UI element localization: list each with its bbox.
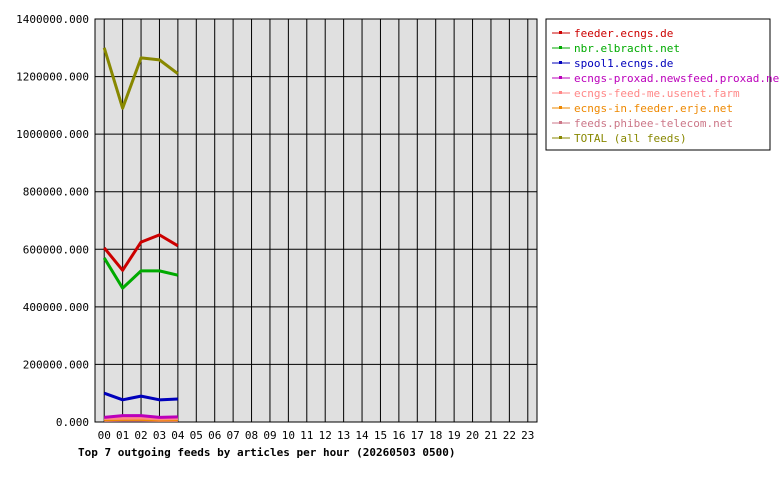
x-tick-label: 06: [208, 429, 221, 442]
legend-label: feeds.phibee-telecom.net: [574, 117, 733, 130]
y-tick-label: 0.000: [56, 416, 89, 429]
x-tick-label: 20: [466, 429, 479, 442]
x-tick-label: 14: [355, 429, 369, 442]
x-tick-label: 18: [429, 429, 442, 442]
x-tick-label: 02: [134, 429, 147, 442]
legend-label: feeder.ecngs.de: [574, 27, 673, 40]
y-tick-label: 1000000.000: [16, 128, 89, 141]
chart-title: Top 7 outgoing feeds by articles per hou…: [78, 446, 456, 459]
x-tick-label: 01: [116, 429, 129, 442]
x-tick-label: 03: [153, 429, 166, 442]
legend-label: ecngs-in.feeder.erje.net: [574, 102, 733, 115]
legend-label: ecngs-proxad.newsfeed.proxad.net: [574, 72, 780, 85]
x-tick-label: 10: [282, 429, 295, 442]
x-tick-label: 15: [374, 429, 387, 442]
y-tick-label: 800000.000: [23, 186, 89, 199]
y-tick-label: 600000.000: [23, 243, 89, 256]
series-line: [104, 416, 178, 421]
y-tick-label: 400000.000: [23, 301, 89, 314]
x-tick-label: 11: [300, 429, 313, 442]
x-tick-label: 23: [521, 429, 534, 442]
legend-marker: [559, 91, 562, 94]
y-axis-ticks: 0.000 200000.000 400000.000 600000.000 80000…: [16, 13, 89, 429]
series-line: [102, 257, 179, 290]
legend-marker: [559, 61, 562, 64]
legend-label: TOTAL (all feeds): [574, 132, 687, 145]
y-tick-label: 200000.000: [23, 358, 89, 371]
legend: feeder.ecngs.de nbr.elbracht.net spool1.ec…: [545, 18, 780, 151]
x-tick-label: 07: [227, 429, 240, 442]
plot-area: [94, 18, 538, 423]
series-line: [104, 414, 178, 419]
x-tick-label: 17: [411, 429, 424, 442]
legend-box: [545, 18, 771, 151]
legend-label: spool1.ecngs.de: [574, 57, 673, 70]
legend-label: nbr.elbracht.net: [574, 42, 680, 55]
x-tick-label: 13: [337, 429, 350, 442]
legend-label: ecngs-feed-me.usenet.farm: [574, 87, 740, 100]
x-tick-label: 19: [448, 429, 461, 442]
y-tick-label: 1400000.000: [16, 13, 89, 26]
legend-marker: [559, 76, 562, 79]
legend-marker: [559, 46, 562, 49]
legend-marker: [559, 136, 562, 139]
legend-marker: [559, 106, 562, 109]
legend-marker: [559, 31, 562, 34]
legend-marker: [559, 121, 562, 124]
x-tick-label: 16: [392, 429, 405, 442]
series-lines: [102, 47, 179, 423]
series-line: [103, 233, 179, 272]
y-tick-label: 1200000.000: [16, 71, 89, 84]
series-line: [102, 47, 179, 110]
series-line: [103, 391, 178, 402]
x-tick-label: 22: [503, 429, 516, 442]
x-tick-label: 04: [171, 429, 185, 442]
x-tick-label: 21: [484, 429, 497, 442]
x-tick-label: 00: [98, 429, 111, 442]
x-tick-label: 09: [263, 429, 276, 442]
x-axis-ticks: 00 01 02 03 04 05 06 07 08 09 10 11 12 13 14 15 16 17 18 19…: [98, 429, 535, 442]
x-tick-label: 08: [245, 429, 258, 442]
grid: [95, 18, 537, 423]
x-tick-label: 05: [190, 429, 203, 442]
x-tick-label: 12: [319, 429, 332, 442]
